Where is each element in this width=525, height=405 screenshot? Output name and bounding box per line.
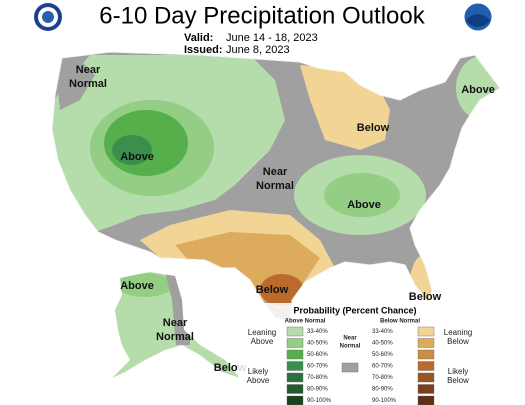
- noaa-logo: [463, 2, 493, 32]
- issued-value: June 8, 2023: [226, 44, 290, 56]
- valid-label: Valid:: [184, 32, 213, 44]
- title: 6-10 Day Precipitation Outlook: [99, 2, 426, 29]
- above-class: 90-100%: [307, 398, 332, 404]
- above-swatch: [286, 384, 304, 394]
- below-class: 40-50%: [372, 341, 393, 347]
- map-label: Below: [357, 122, 390, 134]
- above-swatch: [286, 372, 304, 383]
- map-label: Normal: [156, 331, 194, 343]
- below-swatch: [417, 338, 435, 348]
- above-swatch: [286, 326, 304, 337]
- below-class: 80-90%: [372, 387, 393, 393]
- near-swatch: [341, 362, 359, 373]
- below-class: 50-60%: [372, 352, 393, 358]
- map-label: Normal: [256, 180, 294, 192]
- likely-below: Likely: [448, 367, 468, 376]
- map-label: Near: [263, 166, 288, 178]
- likely-below: Below: [447, 376, 469, 385]
- above-class: 70-80%: [307, 375, 328, 381]
- map-label: Near: [163, 317, 188, 329]
- leaning-below: Leaning: [444, 328, 472, 337]
- leaning-above: Above: [251, 337, 274, 346]
- above-header: Above Normal: [285, 319, 326, 325]
- map-label: Near: [76, 64, 101, 76]
- above-swatch: [286, 361, 304, 371]
- legend-title: Probability (Percent Chance): [293, 305, 416, 315]
- below-swatch: [417, 384, 435, 394]
- issued-label: Issued:: [184, 44, 223, 56]
- below-class: 33-40%: [372, 329, 393, 335]
- conus: [52, 52, 500, 322]
- above-swatch: [286, 338, 304, 348]
- valid-value: June 14 - 18, 2023: [226, 32, 318, 44]
- map-label: Above: [347, 199, 381, 211]
- below-swatch: [417, 395, 435, 405]
- map-label: Below: [409, 291, 442, 303]
- below-swatch: [417, 361, 435, 371]
- below-swatch: [417, 326, 435, 337]
- below-swatch: [417, 349, 435, 360]
- map-label: Normal: [69, 78, 107, 90]
- legend: Probability (Percent Chance) Above Normal…: [238, 303, 522, 405]
- below-class: 60-70%: [372, 364, 393, 370]
- map-label: Below: [256, 284, 289, 296]
- above-class: 40-50%: [307, 341, 328, 347]
- above-class: 50-60%: [307, 352, 328, 358]
- near-label: Near: [343, 336, 357, 342]
- below-class: 70-80%: [372, 375, 393, 381]
- map-labels: Near Normal Above Above Below Near Normal Above…: [69, 64, 495, 374]
- map-label: Above: [120, 280, 154, 292]
- map-label: Above: [120, 151, 154, 163]
- leaning-below: Below: [447, 337, 469, 346]
- above-swatch: [286, 349, 304, 360]
- map-label: Above: [461, 84, 495, 96]
- above-class: 60-70%: [307, 364, 328, 370]
- doc-logo: [34, 3, 62, 31]
- below-header: Below Normal: [380, 319, 420, 325]
- likely-above: Above: [247, 376, 270, 385]
- likely-above: Likely: [248, 367, 268, 376]
- below-swatch: [417, 372, 435, 383]
- above-swatch: [286, 395, 304, 405]
- leaning-above: Leaning: [248, 328, 276, 337]
- above-class: 33-40%: [307, 329, 328, 335]
- near-label: Normal: [340, 344, 361, 350]
- above-class: 80-90%: [307, 387, 328, 393]
- below-class: 90-100%: [372, 398, 397, 404]
